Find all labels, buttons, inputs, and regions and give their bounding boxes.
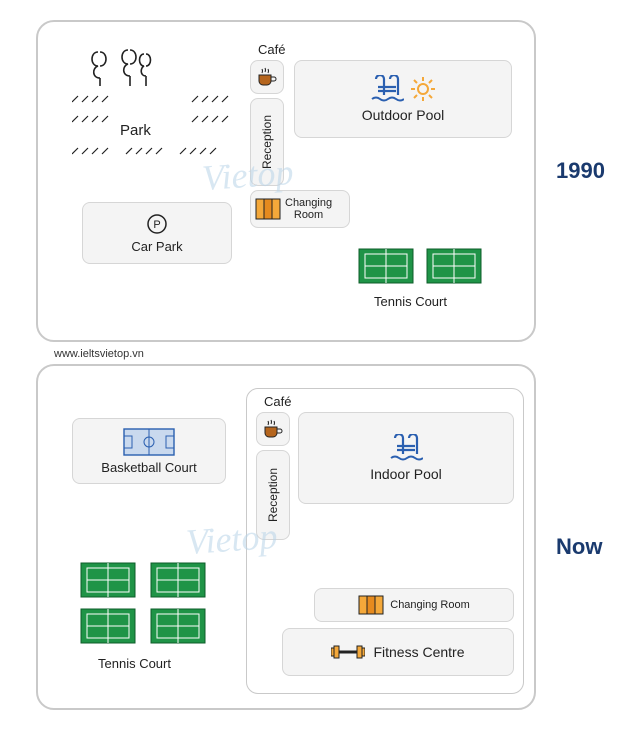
panel-1990: Park Café xyxy=(36,20,536,342)
park-label: Park xyxy=(120,122,151,139)
basketball-court-box: Basketball Court xyxy=(72,418,226,484)
tennis-court-icon xyxy=(150,608,206,644)
coffee-cup-icon xyxy=(261,417,285,441)
tennis-court-icon xyxy=(80,608,136,644)
tennis-court-icon xyxy=(80,562,136,598)
reception-label-1990: Reception xyxy=(260,115,274,169)
changing-room-label-now: Changing Room xyxy=(390,599,470,611)
basketball-court-icon xyxy=(123,428,175,456)
changing-room-box-1990: ChangingRoom xyxy=(250,190,350,228)
cafe-label-1990: Café xyxy=(258,42,285,57)
tennis-court-icon xyxy=(426,248,482,284)
reception-box-now: Reception xyxy=(256,450,290,540)
reception-box-1990: Reception xyxy=(250,98,284,186)
tennis-court-icon xyxy=(358,248,414,284)
panel-now: Basketball Court Café Indoor Pool Recept… xyxy=(36,364,536,710)
car-park-label: Car Park xyxy=(131,239,182,254)
changing-room-label-1990: ChangingRoom xyxy=(285,197,332,221)
svg-text:P: P xyxy=(153,219,160,231)
outdoor-pool-box: Outdoor Pool xyxy=(294,60,512,138)
pool-ladder-icon xyxy=(370,75,404,103)
outdoor-pool-label: Outdoor Pool xyxy=(362,107,445,123)
cafe-box-1990 xyxy=(250,60,284,94)
sun-icon xyxy=(410,76,436,102)
changing-room-box-now: Changing Room xyxy=(314,588,514,622)
tennis-court-label-1990: Tennis Court xyxy=(374,294,447,309)
basketball-court-label: Basketball Court xyxy=(101,460,196,475)
parking-icon: P xyxy=(146,213,168,235)
year-1990: 1990 xyxy=(556,158,605,184)
reception-label-now: Reception xyxy=(266,468,280,522)
lockers-icon xyxy=(255,198,281,220)
lockers-icon xyxy=(358,595,384,615)
indoor-pool-label: Indoor Pool xyxy=(370,466,442,482)
tennis-courts-now xyxy=(80,562,206,644)
grass-icon xyxy=(72,92,232,177)
source-url: www.ieltsvietop.vn xyxy=(54,348,640,360)
tennis-courts-1990 xyxy=(358,248,482,284)
fitness-centre-box: Fitness Centre xyxy=(282,628,514,676)
car-park-box: P Car Park xyxy=(82,202,232,264)
fitness-centre-label: Fitness Centre xyxy=(373,644,464,660)
coffee-cup-icon xyxy=(255,65,279,89)
dumbbell-icon xyxy=(331,642,365,662)
tennis-court-icon xyxy=(150,562,206,598)
trees-icon xyxy=(86,46,166,95)
cafe-box-now xyxy=(256,412,290,446)
indoor-pool-box: Indoor Pool xyxy=(298,412,514,504)
pool-ladder-icon xyxy=(389,434,423,462)
cafe-label-now: Café xyxy=(264,394,291,409)
tennis-court-label-now: Tennis Court xyxy=(98,656,171,671)
year-now: Now xyxy=(556,534,602,560)
